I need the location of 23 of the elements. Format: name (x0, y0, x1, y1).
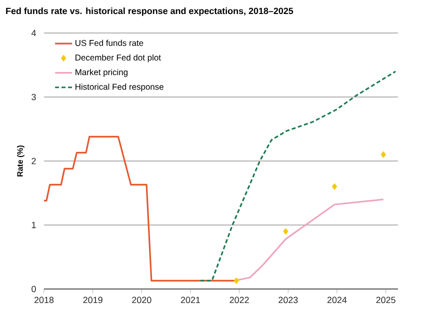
point (283, 228, 288, 235)
line-series (199, 70, 396, 282)
y-tick-label: 0 (32, 286, 36, 292)
y-tick-label: 4 (31, 30, 36, 36)
point (332, 183, 338, 190)
point (380, 151, 386, 158)
legend-label: December Fed dot plot (76, 54, 161, 62)
x-tick-label: 2023 (278, 296, 298, 304)
x-tick-label: 2020 (132, 296, 152, 304)
x-tick-label: 2021 (180, 296, 200, 304)
y-tick-label: 2 (32, 158, 36, 164)
x-tick-label: 2018 (34, 296, 54, 304)
x-tick-label: 2019 (83, 296, 102, 304)
y-tick-label: 3 (32, 94, 36, 100)
legend-label: Historical Fed response (76, 84, 164, 92)
legend-label: Market pricing (76, 68, 128, 77)
legend-label: US Fed funds rate (76, 40, 144, 46)
chart-title: Fed funds rate vs. historical response and expectations, 2018–2025 (6, 8, 294, 16)
point (234, 277, 239, 284)
x-tick-label: 2022 (230, 296, 249, 304)
x-tick-label: 2024 (327, 296, 347, 304)
y-tick-label: 1 (32, 222, 36, 228)
x-tick-label: 2025 (376, 296, 396, 304)
